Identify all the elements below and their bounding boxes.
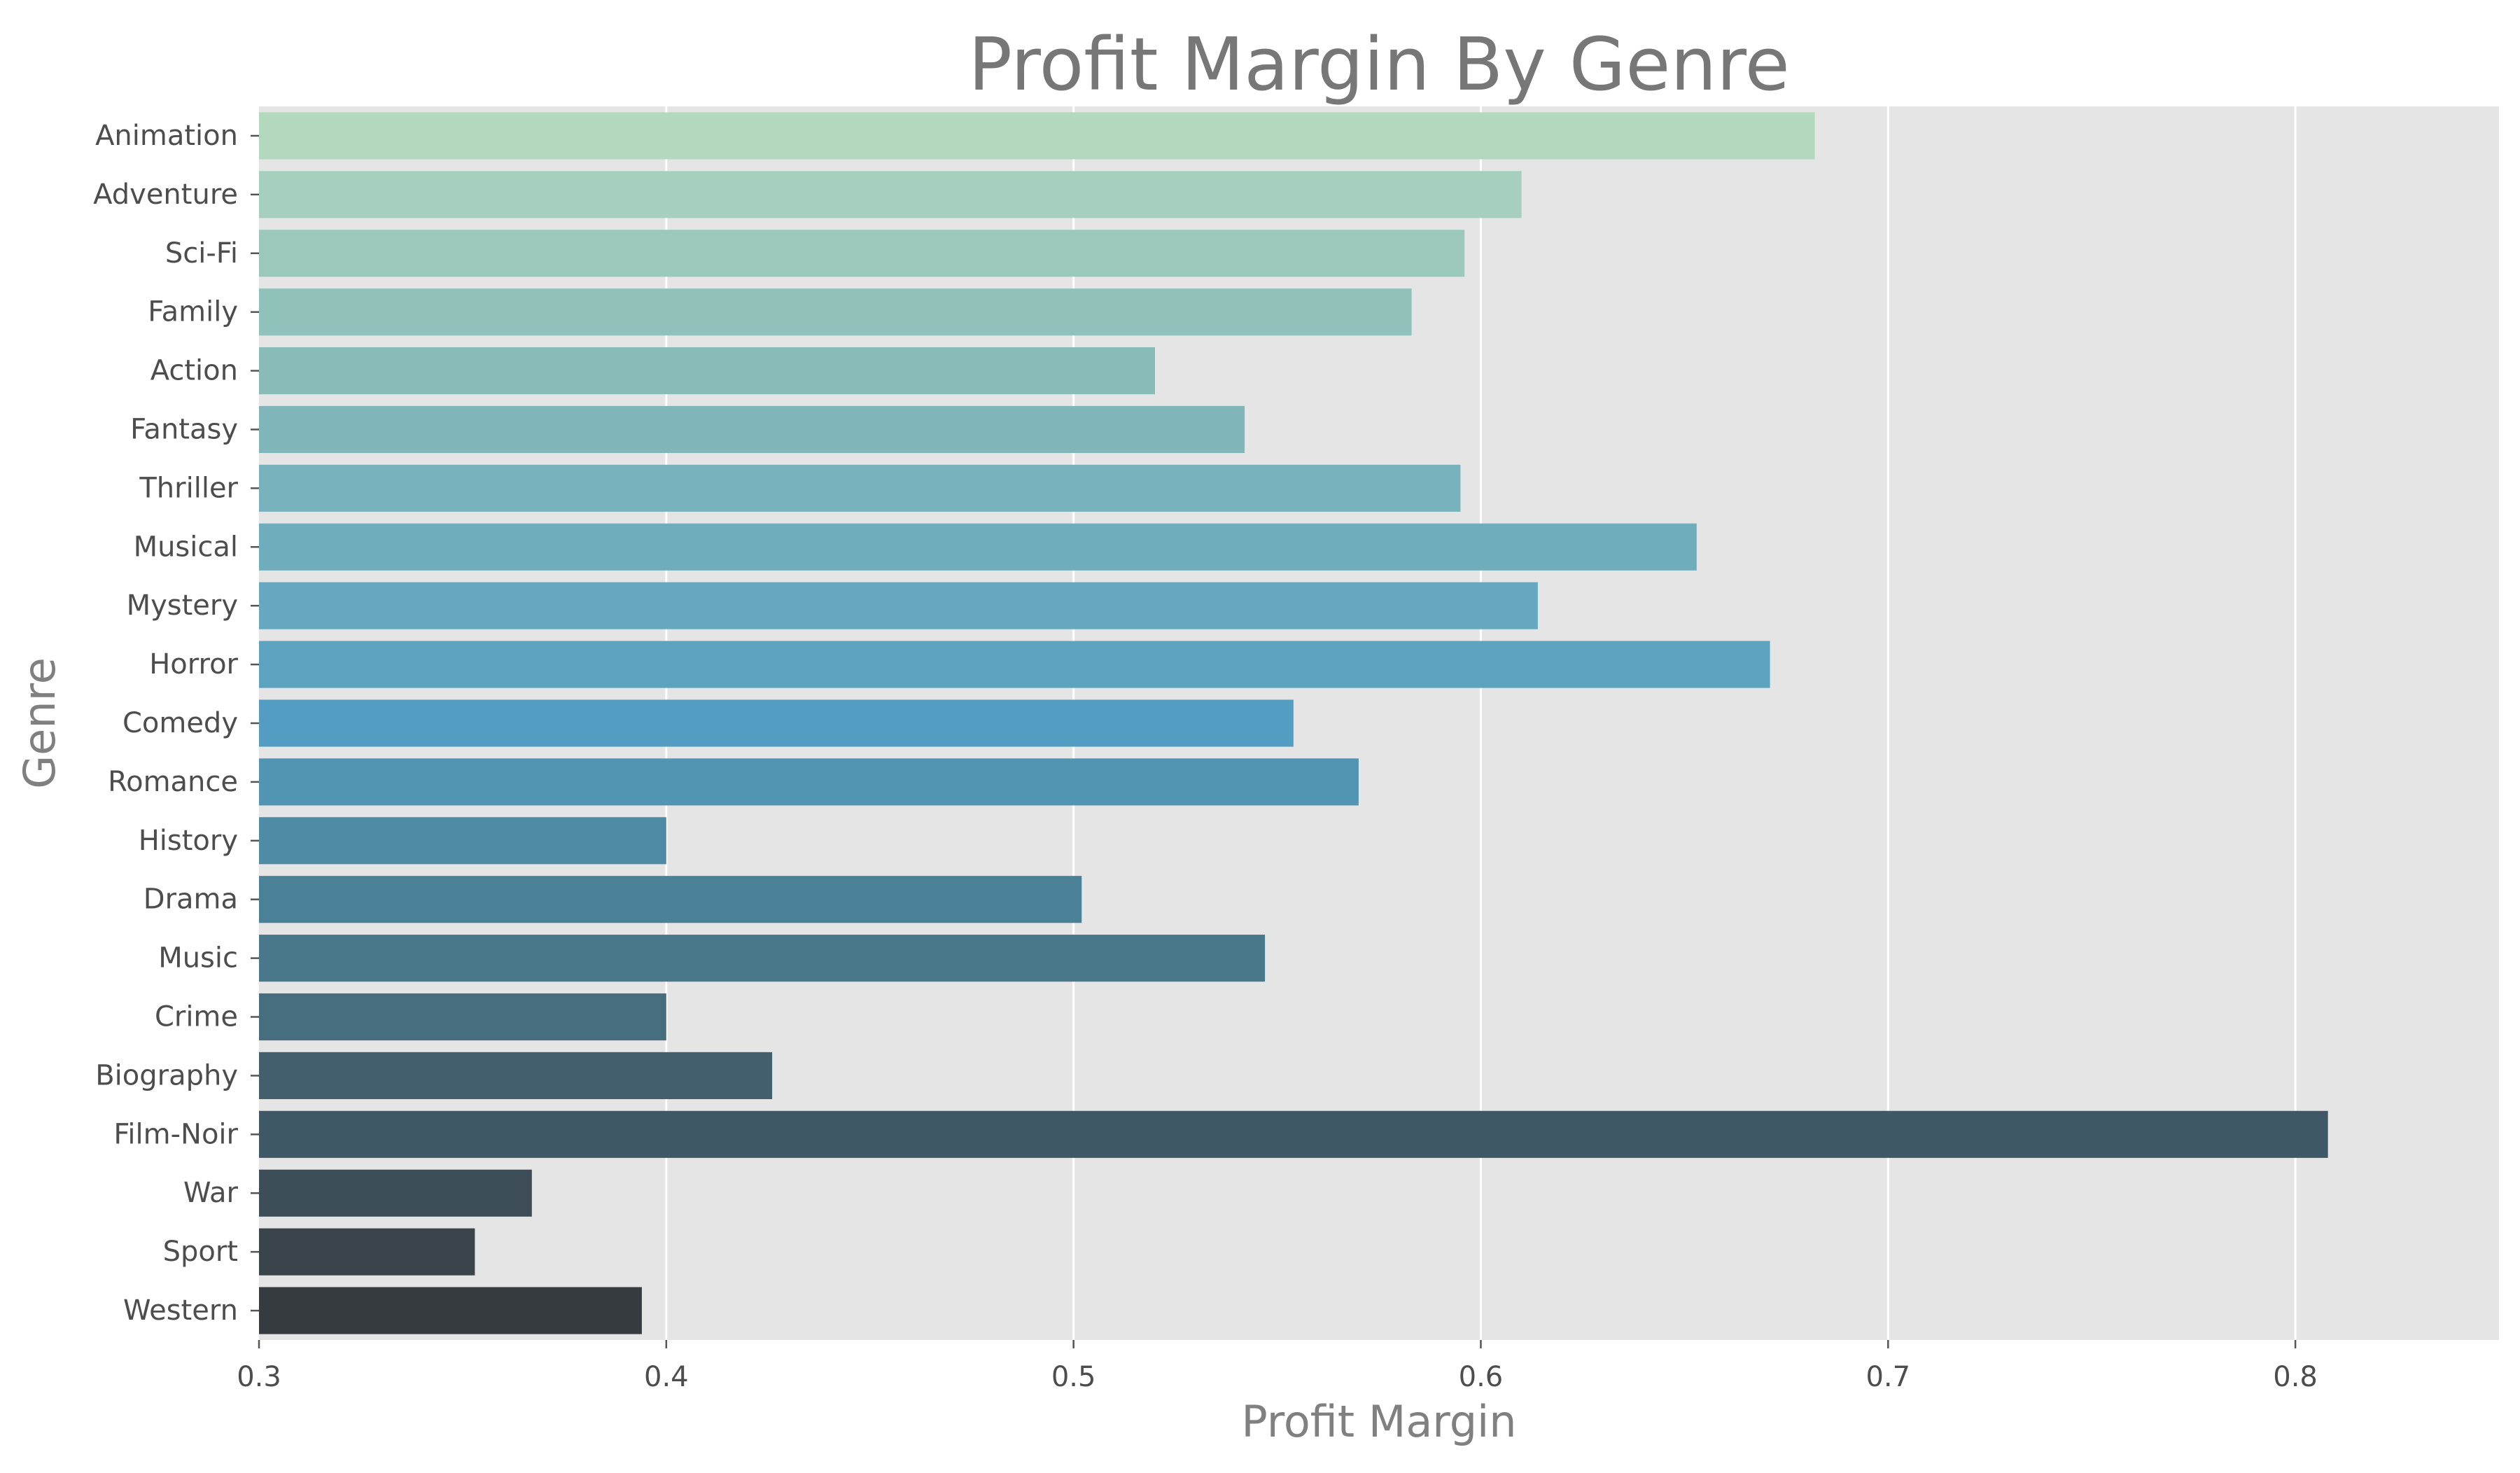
- y-tick-label: Sport: [163, 1236, 238, 1268]
- bar-comedy: [259, 699, 1294, 747]
- y-tick-label: Family: [148, 296, 238, 328]
- bar-horror: [259, 641, 1770, 688]
- bar-war: [259, 1169, 532, 1217]
- x-axis-label: Profit Margin: [1241, 1396, 1516, 1447]
- x-axis: 0.3 0.4 0.5 0.6 0.7 0.8: [237, 1340, 2318, 1393]
- y-tick-label: Adventure: [93, 179, 238, 211]
- y-tick-label: Comedy: [122, 707, 238, 739]
- y-tick-label: War: [183, 1177, 239, 1209]
- y-tick-label: Western: [123, 1294, 238, 1327]
- bar-adventure: [259, 171, 1522, 218]
- bar-sport: [259, 1228, 475, 1276]
- y-tick-label: Mystery: [127, 589, 238, 622]
- y-tick-label: Fantasy: [130, 413, 238, 445]
- y-tick-label: Romance: [108, 766, 238, 798]
- chart-title: Profit Margin By Genre: [968, 22, 1790, 107]
- bar-mystery: [259, 582, 1538, 629]
- y-axis: Animation Adventure Sci-Fi Family Action Fant…: [93, 120, 259, 1327]
- y-tick-label: Animation: [95, 120, 238, 152]
- y-axis-label: Genre: [14, 657, 65, 789]
- bar-music: [259, 935, 1266, 982]
- x-tick-label: 0.3: [237, 1361, 281, 1393]
- bar-drama: [259, 876, 1082, 923]
- bar-crime: [259, 993, 666, 1041]
- y-tick-label: Drama: [144, 884, 238, 916]
- y-tick-label: Thriller: [139, 472, 238, 504]
- y-tick-label: Music: [158, 942, 238, 975]
- bar-family: [259, 288, 1412, 336]
- x-tick-label: 0.8: [2273, 1361, 2318, 1393]
- bar-animation: [259, 112, 1815, 160]
- bar-action: [259, 347, 1155, 395]
- x-tick-label: 0.5: [1051, 1361, 1096, 1393]
- bar-fantasy: [259, 405, 1245, 454]
- y-tick-label: Horror: [149, 648, 238, 680]
- bar-history: [259, 817, 666, 865]
- y-tick-label: Sci-Fi: [165, 237, 238, 270]
- bars: [259, 112, 2328, 1334]
- bar-romance: [259, 758, 1359, 806]
- y-tick-label: Crime: [155, 1001, 238, 1033]
- y-tick-label: Musical: [134, 531, 238, 563]
- bar-film-noir: [259, 1110, 2328, 1158]
- x-tick-label: 0.4: [644, 1361, 689, 1393]
- y-tick-label: Film-Noir: [113, 1118, 238, 1150]
- x-tick-label: 0.7: [1865, 1361, 1910, 1393]
- bar-musical: [259, 523, 1697, 571]
- bar-biography: [259, 1052, 773, 1099]
- bar-sci-fi: [259, 230, 1465, 277]
- x-tick-label: 0.6: [1459, 1361, 1504, 1393]
- y-tick-label: Action: [150, 355, 238, 387]
- y-tick-label: Biography: [95, 1059, 238, 1091]
- y-tick-label: History: [139, 825, 238, 857]
- bar-western: [259, 1287, 642, 1334]
- bar-thriller: [259, 464, 1461, 512]
